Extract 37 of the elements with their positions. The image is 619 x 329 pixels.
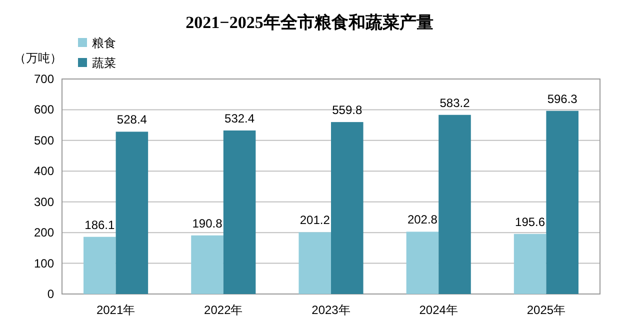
data-label: 596.3	[547, 92, 578, 106]
y-tick-label: 500	[34, 133, 54, 148]
bar	[191, 235, 224, 294]
data-label: 190.8	[192, 216, 223, 230]
chart-title: 2021−2025年全市粮食和蔬菜产量	[186, 13, 434, 32]
data-label: 559.8	[332, 103, 362, 118]
legend-label: 粮食	[92, 36, 116, 50]
data-label: 201.2	[300, 213, 330, 228]
y-tick-label: 600	[34, 102, 54, 117]
data-label: 532.4	[224, 111, 255, 126]
y-axis-title: （万吨）	[14, 51, 62, 65]
y-tick-label: 200	[34, 226, 54, 240]
x-tick-label: 2024年	[419, 303, 458, 317]
x-tick-label: 2022年	[204, 303, 243, 317]
y-tick-label: 400	[34, 164, 54, 178]
data-label: 195.6	[515, 214, 546, 229]
bar	[438, 114, 471, 294]
y-tick-label: 0	[47, 287, 54, 301]
bar	[546, 110, 578, 294]
x-tick-label: 2023年	[312, 303, 350, 317]
x-tick-label: 2025年	[526, 303, 566, 317]
data-label: 186.1	[84, 218, 115, 232]
bar	[331, 122, 364, 294]
data-label: 583.2	[440, 96, 470, 110]
y-tick-label: 100	[34, 256, 54, 270]
bar	[298, 232, 331, 294]
y-tick-label: 700	[34, 72, 54, 86]
x-tick-label: 2021年	[96, 303, 136, 317]
bar	[84, 236, 116, 294]
bar	[223, 130, 256, 294]
data-label: 202.8	[407, 212, 438, 227]
bar	[406, 232, 439, 294]
bar	[116, 132, 148, 294]
legend-label: 蔬菜	[92, 56, 116, 70]
bar	[514, 234, 546, 294]
data-label: 528.4	[116, 112, 148, 127]
y-tick-label: 300	[34, 194, 54, 209]
